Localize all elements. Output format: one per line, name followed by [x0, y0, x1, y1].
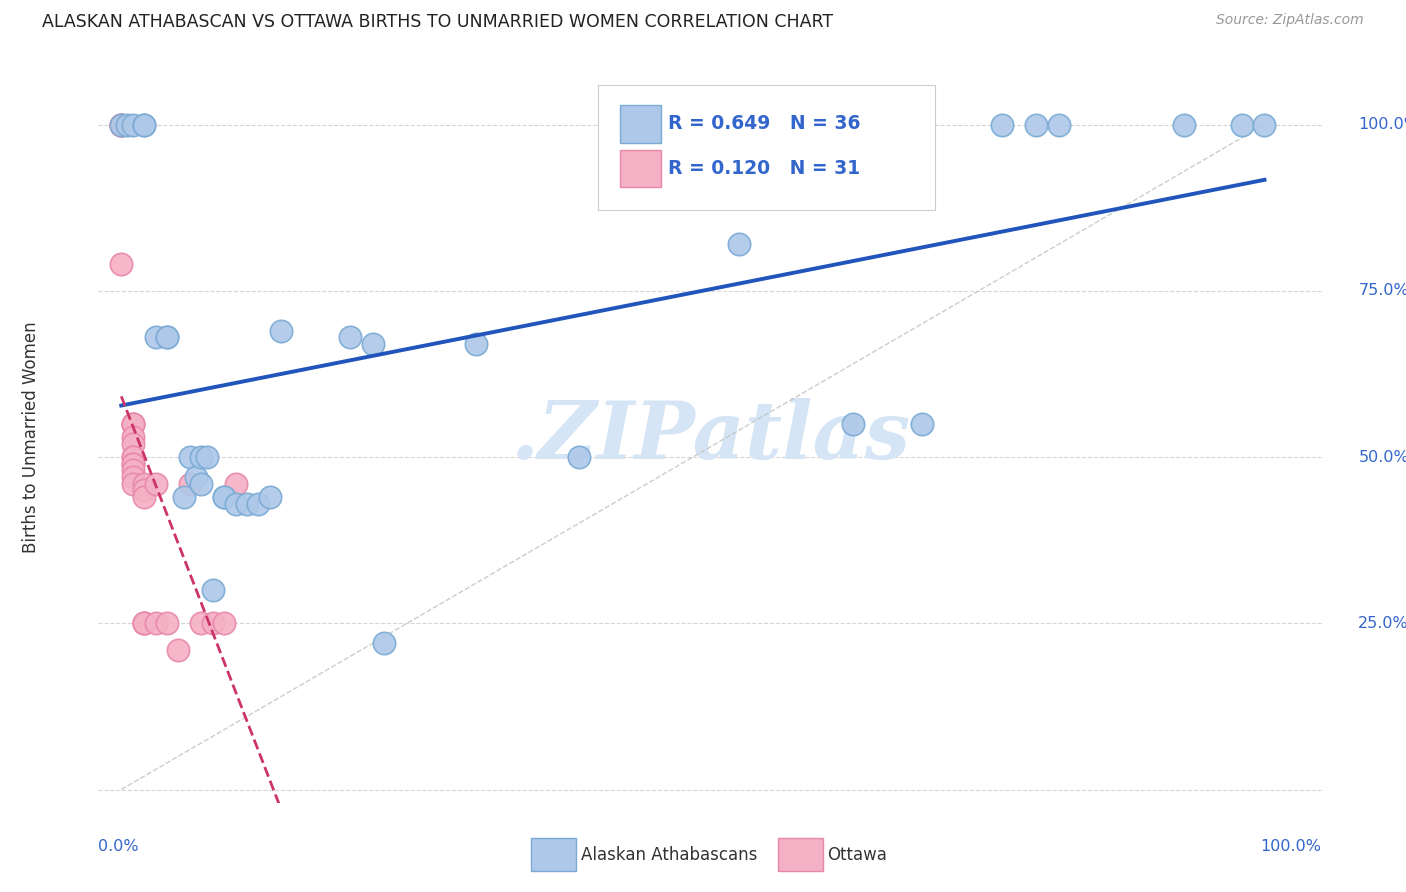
Point [121, 457, 143, 471]
Point [110, 118, 132, 132]
Text: Alaskan Athabascans: Alaskan Athabascans [581, 846, 756, 863]
Point [1230, 118, 1253, 132]
Point [121, 417, 143, 431]
Text: .ZIPatlas: .ZIPatlas [510, 399, 910, 475]
Point [110, 118, 132, 132]
Point [134, 616, 156, 631]
Point [259, 490, 281, 504]
Point [121, 470, 143, 484]
Point [1253, 118, 1275, 132]
Point [236, 497, 259, 511]
Point [212, 616, 235, 631]
Point [156, 330, 179, 344]
Point [195, 450, 218, 464]
Point [121, 436, 143, 450]
Text: 100.0%: 100.0% [1261, 839, 1322, 855]
Point [121, 118, 143, 132]
Text: Births to Unmarried Women: Births to Unmarried Women [22, 321, 41, 553]
Point [173, 490, 195, 504]
Point [121, 457, 143, 471]
Point [990, 118, 1012, 132]
Point [134, 118, 156, 132]
Point [134, 476, 156, 491]
Point [842, 417, 865, 431]
Point [121, 476, 143, 491]
Point [121, 430, 143, 444]
Point [110, 257, 132, 271]
Point [361, 337, 384, 351]
Point [247, 497, 270, 511]
Point [134, 483, 156, 498]
Point [1173, 118, 1195, 132]
Point [134, 490, 156, 504]
Point [115, 118, 138, 132]
Text: 0.0%: 0.0% [98, 839, 139, 855]
Point [190, 616, 212, 631]
Point [567, 450, 589, 464]
Point [145, 330, 167, 344]
Text: R = 0.120   N = 31: R = 0.120 N = 31 [668, 159, 860, 178]
Point [910, 417, 932, 431]
Point [1025, 118, 1047, 132]
Point [110, 118, 132, 132]
Point [212, 490, 235, 504]
Point [134, 118, 156, 132]
Point [212, 490, 235, 504]
Point [339, 330, 361, 344]
Point [201, 582, 224, 597]
Point [464, 337, 486, 351]
Point [225, 476, 247, 491]
Point [225, 497, 247, 511]
Point [373, 636, 395, 650]
Point [167, 643, 190, 657]
Text: 75.0%: 75.0% [1358, 284, 1406, 298]
Point [121, 417, 143, 431]
Point [121, 463, 143, 477]
Point [121, 450, 143, 464]
Point [184, 470, 207, 484]
Text: 100.0%: 100.0% [1358, 117, 1406, 132]
Point [201, 616, 224, 631]
Point [179, 476, 201, 491]
Point [110, 118, 132, 132]
Point [270, 324, 292, 338]
Point [179, 450, 201, 464]
Point [156, 616, 179, 631]
Text: 25.0%: 25.0% [1358, 615, 1406, 631]
Point [727, 237, 749, 252]
Point [145, 476, 167, 491]
Text: R = 0.649   N = 36: R = 0.649 N = 36 [668, 114, 860, 134]
Text: ALASKAN ATHABASCAN VS OTTAWA BIRTHS TO UNMARRIED WOMEN CORRELATION CHART: ALASKAN ATHABASCAN VS OTTAWA BIRTHS TO U… [42, 13, 834, 31]
Point [190, 450, 212, 464]
Point [190, 476, 212, 491]
Point [145, 616, 167, 631]
Point [134, 616, 156, 631]
Point [156, 330, 179, 344]
Point [121, 450, 143, 464]
Text: 50.0%: 50.0% [1358, 450, 1406, 465]
Point [1047, 118, 1070, 132]
Text: Source: ZipAtlas.com: Source: ZipAtlas.com [1216, 13, 1364, 28]
Point [121, 417, 143, 431]
Text: Ottawa: Ottawa [827, 846, 887, 863]
Point [134, 616, 156, 631]
